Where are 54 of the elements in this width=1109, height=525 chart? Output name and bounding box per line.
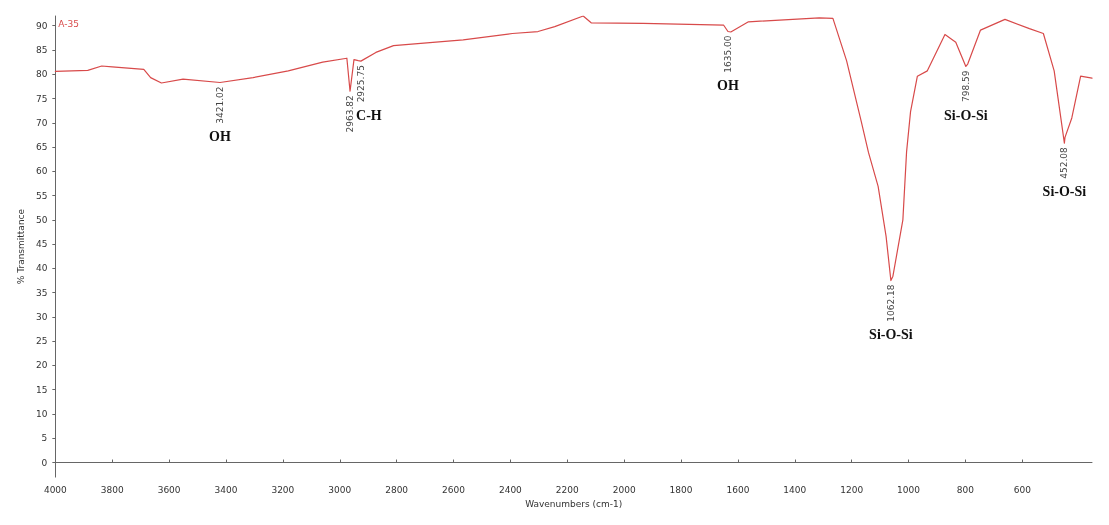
- annotation: OH: [209, 129, 232, 145]
- y-tick-label: 50: [35, 214, 48, 225]
- y-tick-label: 90: [35, 20, 48, 31]
- y-tick-label: 55: [35, 190, 48, 201]
- y-tick-label: 40: [35, 263, 48, 274]
- annotation: Si-O-Si: [1042, 184, 1087, 200]
- x-tick-label: 1400: [783, 484, 807, 495]
- y-tick-label: 60: [35, 166, 48, 177]
- annotation: A-35: [58, 18, 80, 29]
- x-tick-label: 2600: [442, 484, 466, 495]
- y-tick-label: 30: [35, 311, 48, 322]
- annotation: Si-O-Si: [869, 327, 913, 343]
- y-axis-title: % Transmittance: [15, 208, 26, 285]
- annotation: Si-O-Si: [944, 107, 988, 123]
- x-axis-title: Wavenumbers (cm-1): [525, 498, 623, 509]
- annotation: 798.59: [960, 70, 971, 102]
- x-tick-label: 3600: [157, 484, 181, 495]
- y-tick-label: 85: [35, 44, 48, 55]
- y-tick-label: 15: [35, 384, 48, 395]
- x-tick-label: 800: [956, 484, 975, 495]
- y-tick-label: 35: [35, 287, 48, 298]
- x-tick-label: 600: [1013, 484, 1032, 495]
- x-tick-label: 1800: [669, 484, 693, 495]
- x-tick-label: 2800: [385, 484, 409, 495]
- x-tick-label: 2400: [498, 484, 523, 495]
- x-tick-label: 2200: [555, 484, 579, 495]
- x-tick-label: 1200: [840, 484, 864, 495]
- annotation: 2963.82: [345, 95, 356, 133]
- y-tick-label: 70: [35, 117, 48, 128]
- y-tick-label: 0: [41, 457, 48, 468]
- x-tick-label: 4000: [43, 484, 68, 495]
- y-tick-label: 45: [35, 239, 48, 250]
- y-tick-label: 25: [35, 336, 48, 347]
- annotation: 1062.18: [885, 284, 896, 322]
- x-tick-label: 3200: [271, 484, 295, 495]
- y-tick-label: 75: [35, 93, 48, 104]
- line-series: [54, 15, 1093, 282]
- x-tick-label: 1000: [897, 484, 921, 495]
- annotation: OH: [717, 78, 739, 94]
- y-tick-label: 20: [35, 360, 48, 371]
- y-tick-label: 80: [35, 69, 48, 80]
- x-tick-label: 3000: [328, 484, 352, 495]
- y-tick-label: 5: [41, 433, 48, 444]
- y-tick-label: 10: [35, 409, 48, 419]
- annotation: 1635.00: [722, 35, 733, 73]
- y-tick-label: 65: [35, 142, 48, 153]
- annotation: 452.08: [1059, 146, 1070, 179]
- annotation: 2925.75: [355, 65, 366, 103]
- x-tick-label: 3400: [214, 484, 238, 495]
- annotation: C-H: [356, 107, 382, 123]
- x-tick-label: 3800: [100, 484, 124, 495]
- annotation: 3421.02: [215, 86, 226, 124]
- x-tick-label: 2000: [612, 484, 636, 495]
- x-tick-label: 1600: [726, 484, 750, 495]
